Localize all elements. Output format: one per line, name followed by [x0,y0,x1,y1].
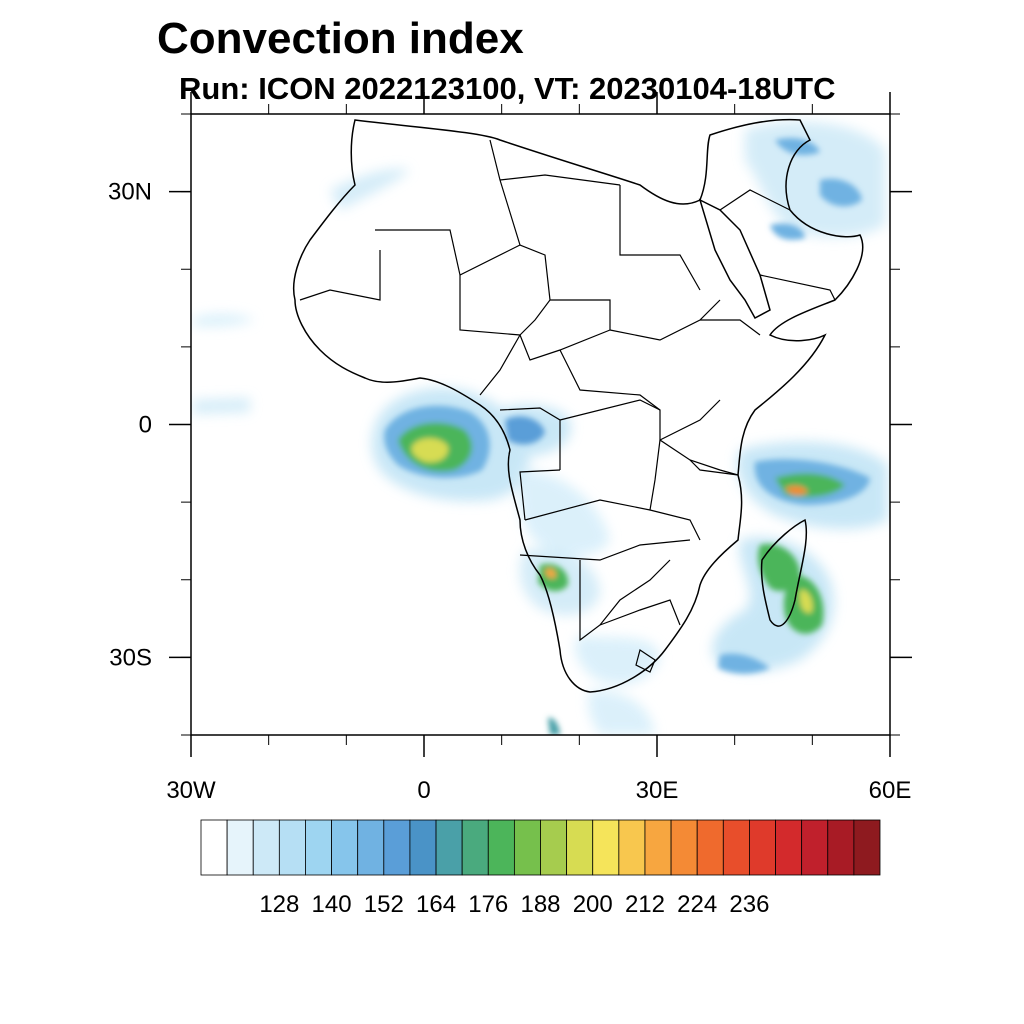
colorbar-swatch [696,819,724,876]
colorbar-swatch [722,819,750,876]
map-title: Convection index [157,14,524,63]
colorbar-label: 152 [364,891,404,918]
colorbar-swatch [801,819,829,876]
coastlines [292,118,864,693]
colorbar-swatch [252,819,280,876]
colorbar-label: 224 [677,891,717,918]
country-borders [299,139,836,673]
colorbar-swatch [827,819,855,876]
colorbar-label: 200 [573,891,613,918]
colorbar-label: 188 [520,891,560,918]
y-tick-label: 30S [109,644,152,671]
colorbar-swatch [592,819,620,876]
colorbar-swatch [540,819,568,876]
axis-ticks: 30W 0 30E 60E 30N 0 30S [108,92,912,804]
x-tick-label: 30E [636,777,679,804]
colorbar-swatch [435,819,463,876]
y-tick-label: 30N [108,179,152,206]
map-subtitle: Run: ICON 2022123100, VT: 20230104-18UTC [179,71,836,106]
x-tick-label: 30W [166,777,216,804]
colorbar-swatch [618,819,646,876]
colorbar-label: 128 [259,891,299,918]
colorbar-swatch [461,819,489,876]
convection-shading [193,121,888,735]
colorbar-swatch [226,819,254,876]
colorbar-swatch [644,819,672,876]
colorbar-swatch [513,819,541,876]
colorbar-label: 212 [625,891,665,918]
colorbar-label: 236 [729,891,769,918]
colorbar-label: 140 [312,891,352,918]
colorbar: 128 140 152 164 176 188 200 212 224 236 [200,819,881,918]
colorbar-label: 164 [416,891,456,918]
colorbar-swatch [200,819,228,876]
colorbar-swatch [383,819,411,876]
colorbar-swatch [775,819,803,876]
colorbar-swatch [749,819,776,876]
x-tick-label: 0 [417,777,430,804]
colorbar-swatch [670,819,698,876]
colorbar-swatch [331,819,359,876]
colorbar-swatch [566,819,594,876]
colorbar-swatch [853,819,881,876]
colorbar-swatch [357,819,385,876]
colorbar-swatch [487,819,515,876]
y-tick-label: 0 [139,412,152,439]
colorbar-swatch [409,819,437,876]
colorbar-swatch [278,819,306,876]
x-tick-label: 60E [869,777,912,804]
colorbar-swatch [305,819,332,876]
colorbar-label: 176 [468,891,508,918]
